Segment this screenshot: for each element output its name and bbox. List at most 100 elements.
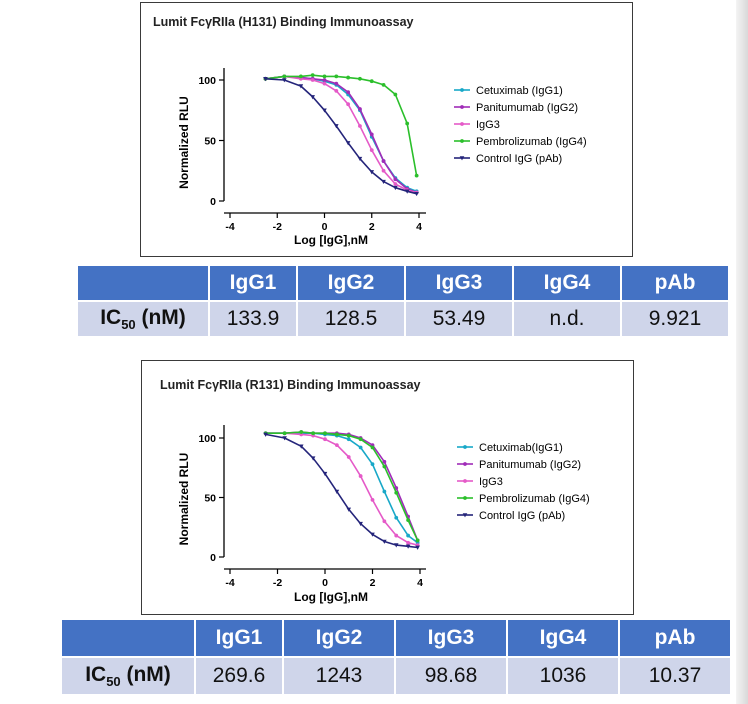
data-point bbox=[346, 455, 351, 459]
legend-swatch-marker bbox=[463, 496, 467, 500]
data-point bbox=[406, 533, 411, 538]
series-control-igg-pab bbox=[263, 76, 419, 197]
legend-label: IgG3 bbox=[476, 119, 500, 131]
data-point bbox=[322, 108, 327, 113]
data-point bbox=[298, 444, 304, 449]
table-cell-igg3: 98.68 bbox=[396, 658, 506, 694]
y-tick-label: 100 bbox=[198, 75, 216, 87]
data-point bbox=[393, 543, 399, 548]
data-point bbox=[323, 437, 327, 442]
legend-label: Panitumumab (IgG2) bbox=[476, 102, 578, 114]
x-tick-label: 4 bbox=[417, 577, 423, 589]
data-point bbox=[263, 432, 268, 437]
data-point bbox=[346, 90, 351, 94]
data-point bbox=[382, 539, 387, 544]
data-point bbox=[369, 79, 374, 84]
data-point bbox=[310, 456, 316, 461]
x-tick-label: -4 bbox=[225, 577, 234, 589]
data-point bbox=[369, 132, 374, 137]
y-axis-label: Normalized RLU bbox=[177, 96, 191, 189]
table-cell-igg1: 269.6 bbox=[196, 658, 282, 694]
chart-svg-r131: 0 50 100 -4 -2 0 2 4 Normalized RLU Log [IgG],nM C… bbox=[177, 425, 590, 604]
data-point bbox=[370, 532, 375, 537]
chart-panel-r131: Lumit FcγRIIa (R131) Binding Immunoassay… bbox=[141, 360, 634, 615]
y-axis-label: Normalized RLU bbox=[177, 453, 191, 546]
table-header-igg2: IgG2 bbox=[298, 266, 404, 300]
table-cell-igg2: 1243 bbox=[284, 658, 394, 694]
data-point bbox=[323, 431, 327, 436]
data-point bbox=[369, 170, 375, 175]
data-point bbox=[358, 76, 362, 81]
x-axis-label: Log [IgG],nM bbox=[294, 590, 368, 604]
data-point bbox=[382, 464, 387, 469]
series-panitumumab-igg2 bbox=[263, 430, 420, 543]
data-point bbox=[334, 432, 339, 437]
y-tick-label: 50 bbox=[204, 136, 216, 148]
table-header-igg3: IgG3 bbox=[406, 266, 512, 300]
data-point bbox=[414, 173, 419, 178]
data-point bbox=[394, 533, 399, 538]
ic-unit: (nM) bbox=[120, 662, 171, 686]
chart-panel-h131: Lumit FcγRIIa (H131) Binding Immunoassay… bbox=[140, 2, 633, 257]
data-point bbox=[298, 74, 303, 79]
ic50-table-h131: IgG1 IgG2 IgG3 IgG4 pAb IC50 (nM) 133.9 … bbox=[76, 264, 730, 338]
legend-swatch-marker bbox=[460, 105, 464, 109]
series-control-igg-pab bbox=[263, 432, 420, 550]
ic-subscript: 50 bbox=[121, 317, 136, 333]
data-point bbox=[381, 82, 386, 87]
data-point bbox=[299, 430, 304, 434]
data-point bbox=[358, 521, 363, 527]
table-header-pab: pAb bbox=[620, 620, 730, 656]
series-line bbox=[265, 74, 418, 176]
legend-swatch-marker bbox=[460, 122, 464, 126]
series-pembrolizumab-igg4 bbox=[263, 430, 420, 543]
table-cell-igg1: 133.9 bbox=[210, 302, 296, 336]
data-point bbox=[381, 179, 386, 185]
data-point bbox=[298, 84, 304, 89]
data-point bbox=[381, 168, 386, 173]
legend-label: Pembrolizumab (IgG4) bbox=[476, 136, 587, 148]
data-point bbox=[405, 544, 411, 549]
table-header-igg4: IgG4 bbox=[514, 266, 620, 300]
table-cell-pab: 9.921 bbox=[622, 302, 728, 336]
table-header-pab: pAb bbox=[622, 266, 728, 300]
data-point bbox=[358, 474, 363, 478]
data-point bbox=[310, 73, 315, 78]
data-point bbox=[322, 78, 327, 82]
legend-swatch-marker bbox=[463, 479, 467, 483]
data-point bbox=[358, 445, 363, 450]
data-point bbox=[406, 540, 411, 545]
table-header-igg3: IgG3 bbox=[396, 620, 506, 656]
data-point bbox=[394, 490, 399, 495]
series-line bbox=[265, 431, 419, 541]
data-point bbox=[334, 74, 339, 79]
x-tick-label: 2 bbox=[370, 577, 376, 589]
table-header-igg2: IgG2 bbox=[284, 620, 394, 656]
data-point bbox=[310, 95, 315, 100]
x-tick-label: -4 bbox=[225, 221, 234, 233]
legend-label: IgG3 bbox=[479, 476, 503, 488]
legend-label: Cetuximab (IgG1) bbox=[476, 85, 563, 97]
y-tick-label: 0 bbox=[210, 196, 216, 208]
legend-label: Panitumumab (IgG2) bbox=[479, 459, 581, 471]
x-tick-label: -2 bbox=[273, 221, 282, 233]
table-header-igg1: IgG1 bbox=[196, 620, 282, 656]
data-point bbox=[346, 75, 351, 80]
data-point bbox=[369, 148, 374, 153]
table-row-label-ic50: IC50 (nM) bbox=[62, 658, 194, 694]
data-point bbox=[334, 88, 339, 93]
page-edge-shade bbox=[736, 0, 748, 704]
data-point bbox=[334, 81, 339, 86]
data-point bbox=[322, 74, 327, 79]
data-point bbox=[370, 462, 375, 467]
legend-swatch-marker bbox=[463, 445, 467, 449]
data-point bbox=[263, 76, 268, 82]
data-point bbox=[357, 156, 363, 162]
data-point bbox=[404, 189, 410, 194]
data-point bbox=[370, 445, 375, 450]
x-tick-label: -2 bbox=[273, 577, 282, 589]
data-point bbox=[282, 74, 287, 79]
data-point bbox=[382, 519, 387, 524]
data-point bbox=[310, 78, 315, 82]
data-point bbox=[393, 177, 398, 182]
